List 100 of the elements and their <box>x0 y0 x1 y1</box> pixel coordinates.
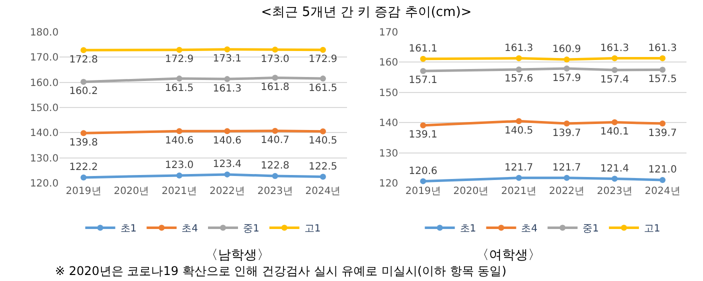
legend-label: 초1 <box>120 224 137 235</box>
point <box>224 171 230 178</box>
point <box>224 46 230 52</box>
point <box>80 78 87 85</box>
data-label: 161.3 <box>648 43 677 54</box>
data-label: 120.6 <box>408 166 438 177</box>
point <box>612 119 618 126</box>
y-tick-label: 130.0 <box>30 153 59 164</box>
y-tick-label: 150 <box>379 88 398 99</box>
data-label: 140.6 <box>164 135 194 146</box>
point <box>420 68 426 74</box>
legend-label: 초1 <box>460 224 476 235</box>
data-label: 172.8 <box>69 54 98 66</box>
y-tick-label: 140.0 <box>30 128 59 140</box>
y-tick-label: 170 <box>379 28 398 38</box>
data-label: 161.3 <box>600 43 629 54</box>
y-tick-label: 140 <box>379 118 398 130</box>
point <box>272 128 278 134</box>
y-tick-label: 150.0 <box>30 103 59 114</box>
legend-label: 초4 <box>521 224 538 235</box>
point <box>660 120 666 127</box>
data-label: 161.5 <box>308 82 338 94</box>
data-label: 139.7 <box>648 128 677 139</box>
data-label: 140.1 <box>600 126 629 138</box>
point <box>224 128 230 134</box>
point <box>564 120 570 127</box>
point <box>176 128 182 134</box>
point <box>80 174 87 180</box>
point <box>660 55 666 62</box>
point <box>660 176 666 183</box>
data-label: 157.5 <box>648 74 677 85</box>
data-label: 140.5 <box>504 125 534 136</box>
point <box>176 172 182 178</box>
point <box>516 118 522 124</box>
data-label: 139.1 <box>408 130 438 141</box>
point <box>80 130 87 136</box>
data-label: 157.1 <box>408 75 438 86</box>
data-label: 139.7 <box>552 128 582 139</box>
data-label: 123.0 <box>164 160 194 172</box>
data-label: 161.3 <box>212 83 242 94</box>
data-label: 140.6 <box>212 135 242 146</box>
point <box>176 76 182 82</box>
x-tick-label: 2019년 <box>405 186 441 197</box>
data-label: 121.4 <box>600 164 629 175</box>
data-label: 157.9 <box>552 72 582 84</box>
data-label: 161.8 <box>260 82 290 94</box>
y-tick-label: 160 <box>379 58 398 69</box>
x-axis-title: 〈여학생〉 <box>476 248 541 263</box>
data-label: 121.7 <box>552 162 582 174</box>
point <box>176 46 182 53</box>
data-label: 160.2 <box>69 86 98 98</box>
point <box>516 66 522 72</box>
point <box>516 174 522 181</box>
chart-title: <최근 5개년 간 키 증감 추이(cm)> <box>261 5 472 20</box>
text: ※ 2020년은 코로나19 확산으로 인해 건강검사 실시 유예로 미실시(이하 항목 동일) <box>55 264 506 278</box>
y-tick-label: 130 <box>379 148 398 160</box>
x-tick-label: 2020년 <box>453 186 489 197</box>
x-tick-label: 2021년 <box>501 186 537 197</box>
point <box>660 66 666 73</box>
x-tick-label: 2023년 <box>257 186 293 197</box>
legend-label: 고1 <box>644 224 660 235</box>
legend-label: 중1 <box>582 224 599 235</box>
x-tick-label: 2019년 <box>66 186 102 197</box>
y-tick-label: 170.0 <box>30 52 59 64</box>
x-tick-label: 2024년 <box>644 186 680 197</box>
point <box>320 174 326 180</box>
data-label: 157.4 <box>600 74 629 86</box>
point <box>564 66 570 72</box>
data-label: 161.1 <box>408 44 438 55</box>
data-label: 161.3 <box>504 43 534 54</box>
data-label: 121.7 <box>504 162 534 174</box>
point <box>272 172 278 179</box>
x-axis-title: 〈남학생〉 <box>205 248 270 263</box>
data-label: 172.9 <box>308 54 338 66</box>
point <box>320 128 326 134</box>
point <box>516 55 522 62</box>
data-label: 160.9 <box>552 44 582 56</box>
legend-label: 중1 <box>243 224 260 235</box>
data-label: 123.4 <box>212 159 242 170</box>
y-tick-label: 120.0 <box>30 178 59 190</box>
point <box>420 178 426 184</box>
point <box>320 46 326 53</box>
point <box>420 56 426 62</box>
x-tick-label: 2022년 <box>549 186 584 197</box>
data-label: 161.5 <box>164 82 194 94</box>
point <box>320 76 326 82</box>
point <box>272 74 278 81</box>
x-tick-label: 2022년 <box>209 186 245 197</box>
x-tick-label: 2023년 <box>596 186 632 197</box>
y-tick-label: 160.0 <box>30 78 59 89</box>
point <box>272 46 278 53</box>
data-label: 139.8 <box>69 137 98 148</box>
x-tick-label: 2020년 <box>114 186 150 197</box>
point <box>612 67 618 74</box>
data-label: 172.9 <box>164 54 194 66</box>
data-label: 140.5 <box>308 136 338 147</box>
data-label: 157.6 <box>504 74 534 85</box>
data-label: 122.2 <box>69 162 98 174</box>
data-label: 122.5 <box>308 161 338 172</box>
x-tick-label: 2024년 <box>305 186 341 197</box>
